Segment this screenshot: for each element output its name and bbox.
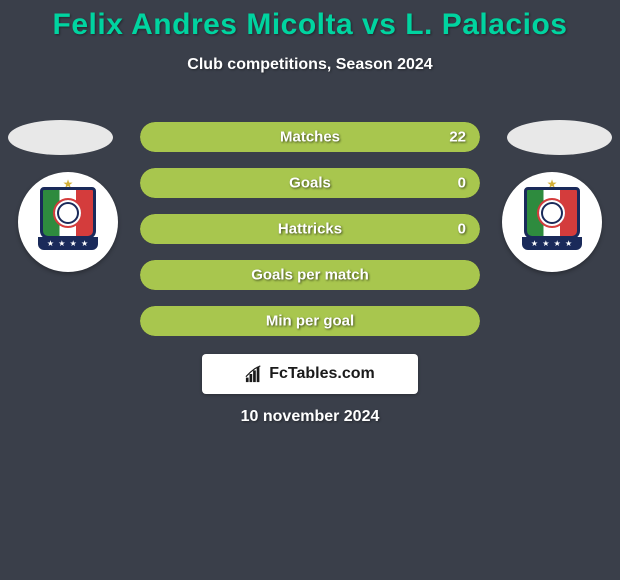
club-crest-left: ★ ★ ★ ★ ★ [38,187,98,257]
bar-label: Min per goal [266,313,354,330]
bar-label: Matches [280,129,340,146]
site-name: FcTables.com [269,365,375,383]
snapshot-date: 10 november 2024 [0,408,620,426]
bar-value: 0 [458,175,466,192]
crest-shield-icon [40,187,96,239]
comparison-bars: Matches 22 Goals 0 Hattricks 0 Goals per… [140,122,480,352]
club-crest-right: ★ ★ ★ ★ ★ [522,187,582,257]
site-attribution[interactable]: FcTables.com [202,354,418,394]
player-left-club-badge: ★ ★ ★ ★ ★ [18,172,118,272]
bar-label: Goals [289,175,331,192]
player-right-ellipse [507,120,612,155]
bar-label: Goals per match [251,267,369,284]
page-subtitle: Club competitions, Season 2024 [0,56,620,74]
bar-value: 0 [458,221,466,238]
bar-label: Hattricks [278,221,342,238]
page-title: Felix Andres Micolta vs L. Palacios [0,0,620,42]
bar-row: Min per goal [140,306,480,336]
bar-row: Hattricks 0 [140,214,480,244]
player-right-club-badge: ★ ★ ★ ★ ★ [502,172,602,272]
fctables-logo-icon [245,365,263,383]
bar-value: 22 [449,129,466,146]
bar-row: Goals per match [140,260,480,290]
crest-shield-icon [524,187,580,239]
bar-row: Matches 22 [140,122,480,152]
player-left-ellipse [8,120,113,155]
bar-row: Goals 0 [140,168,480,198]
